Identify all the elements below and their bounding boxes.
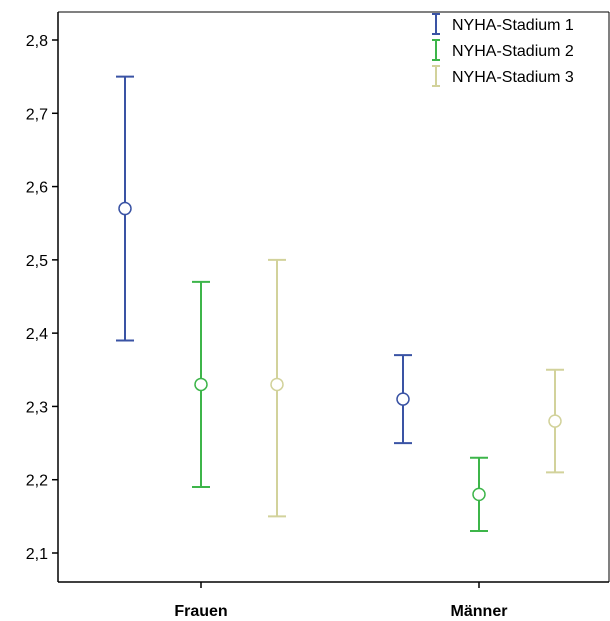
- error-bars: [116, 75, 564, 533]
- legend-item: NYHA-Stadium 2: [432, 39, 574, 61]
- mean-marker: [548, 414, 562, 428]
- legend-label: NYHA-Stadium 1: [452, 17, 574, 34]
- legend-label: NYHA-Stadium 3: [452, 69, 574, 86]
- y-tick-label: 2,4: [26, 326, 48, 343]
- error-bar: [116, 75, 134, 342]
- y-tick-label: 2,7: [26, 106, 48, 123]
- mean-marker: [270, 377, 284, 392]
- error-bar: [470, 456, 488, 533]
- y-tick-label: 2,2: [26, 473, 48, 490]
- mean-marker: [396, 392, 410, 406]
- legend-label: NYHA-Stadium 2: [452, 43, 574, 60]
- y-tick-label: 2,6: [26, 180, 48, 197]
- axes: 2,1 2,2 2,3 2,4 2,5 2,6 2,7 2,8 Frauen Männer: [26, 11, 610, 620]
- category-label: Frauen: [174, 603, 227, 620]
- mean-marker: [118, 201, 132, 216]
- y-tick-label: 2,3: [26, 399, 48, 416]
- y-tick-label: 2,1: [26, 546, 48, 563]
- legend-item: NYHA-Stadium 1: [432, 13, 574, 35]
- legend: NYHA-Stadium 1 NYHA-Stadium 2 NYHA-Stadium…: [432, 13, 574, 87]
- y-tick-label: 2,5: [26, 253, 48, 270]
- error-bar: [192, 280, 210, 489]
- mean-marker: [194, 377, 208, 392]
- legend-item: NYHA-Stadium 3: [432, 65, 574, 87]
- category-label: Männer: [451, 603, 508, 620]
- error-bar: [268, 258, 286, 518]
- error-bar: [546, 368, 564, 474]
- y-tick-label: 2,8: [26, 33, 48, 50]
- error-bar: [394, 354, 412, 445]
- mean-marker: [472, 487, 486, 502]
